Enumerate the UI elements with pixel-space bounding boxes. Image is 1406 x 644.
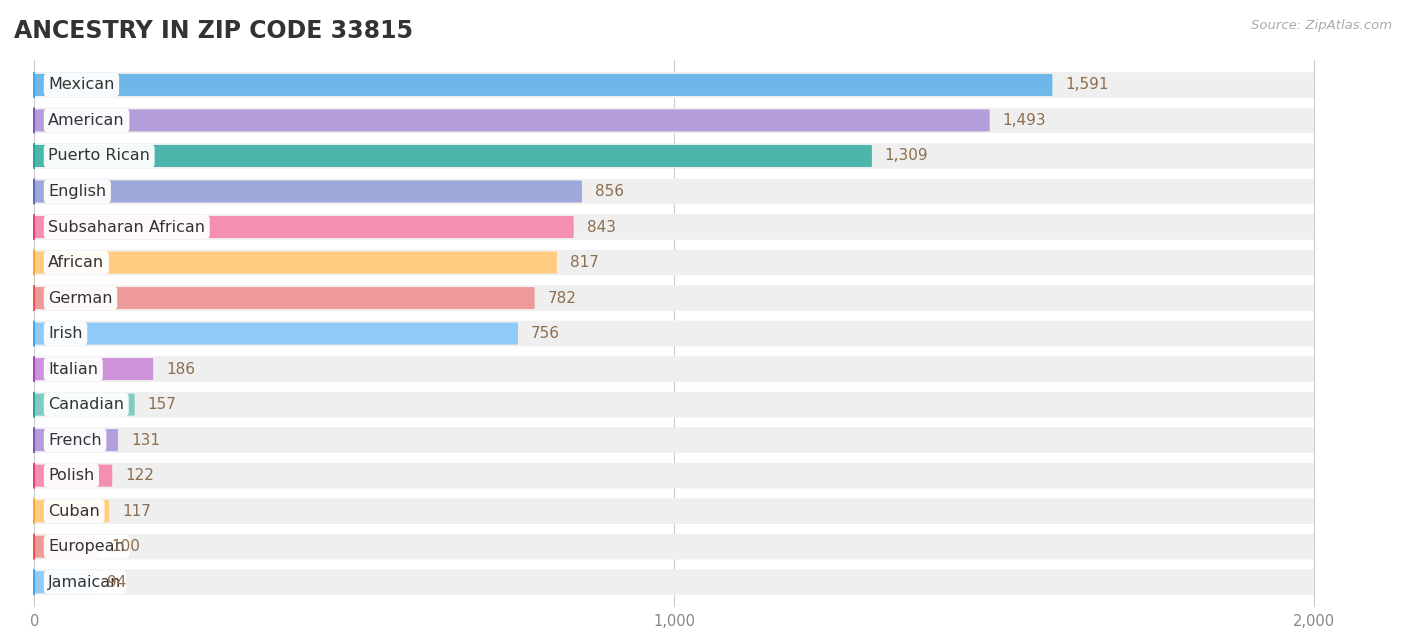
Text: German: German [48,290,112,305]
Text: Polish: Polish [48,468,94,483]
FancyBboxPatch shape [34,250,1315,276]
Text: African: African [48,255,104,270]
FancyBboxPatch shape [34,536,98,558]
FancyBboxPatch shape [34,500,110,522]
FancyBboxPatch shape [34,429,118,451]
Text: Mexican: Mexican [48,77,115,93]
Text: Source: ZipAtlas.com: Source: ZipAtlas.com [1251,19,1392,32]
FancyBboxPatch shape [34,285,1315,311]
Text: 157: 157 [148,397,176,412]
Text: 1,309: 1,309 [884,149,928,164]
FancyBboxPatch shape [34,428,1315,453]
Text: 131: 131 [131,433,160,448]
FancyBboxPatch shape [34,464,112,487]
Text: Puerto Rican: Puerto Rican [48,149,150,164]
Text: 782: 782 [547,290,576,305]
Text: 186: 186 [166,361,195,377]
FancyBboxPatch shape [34,392,1315,417]
Text: 817: 817 [569,255,599,270]
FancyBboxPatch shape [34,108,1315,133]
FancyBboxPatch shape [34,356,1315,382]
Text: 100: 100 [111,539,139,554]
Text: French: French [48,433,101,448]
FancyBboxPatch shape [34,463,1315,488]
Text: 843: 843 [586,220,616,234]
Text: Italian: Italian [48,361,98,377]
FancyBboxPatch shape [34,109,990,131]
FancyBboxPatch shape [34,214,1315,240]
FancyBboxPatch shape [34,145,872,167]
FancyBboxPatch shape [34,178,1315,204]
FancyBboxPatch shape [34,143,1315,169]
FancyBboxPatch shape [34,358,153,380]
FancyBboxPatch shape [34,74,1053,96]
FancyBboxPatch shape [34,321,1315,346]
FancyBboxPatch shape [34,216,574,238]
FancyBboxPatch shape [34,287,534,309]
FancyBboxPatch shape [34,323,517,345]
Text: Irish: Irish [48,326,83,341]
Text: 856: 856 [595,184,624,199]
Text: American: American [48,113,125,128]
Text: Subsaharan African: Subsaharan African [48,220,205,234]
FancyBboxPatch shape [34,252,557,274]
FancyBboxPatch shape [34,571,94,593]
Text: Cuban: Cuban [48,504,100,518]
FancyBboxPatch shape [34,72,1315,98]
Text: Jamaican: Jamaican [48,574,122,590]
Text: 756: 756 [531,326,560,341]
FancyBboxPatch shape [34,498,1315,524]
Text: ANCESTRY IN ZIP CODE 33815: ANCESTRY IN ZIP CODE 33815 [14,19,413,43]
Text: 1,493: 1,493 [1002,113,1046,128]
Text: English: English [48,184,107,199]
FancyBboxPatch shape [34,393,135,415]
Text: 117: 117 [122,504,150,518]
Text: European: European [48,539,125,554]
Text: 122: 122 [125,468,153,483]
Text: 94: 94 [107,574,127,590]
FancyBboxPatch shape [34,569,1315,595]
Text: 1,591: 1,591 [1066,77,1109,93]
FancyBboxPatch shape [34,534,1315,560]
FancyBboxPatch shape [34,180,582,202]
Text: Canadian: Canadian [48,397,124,412]
